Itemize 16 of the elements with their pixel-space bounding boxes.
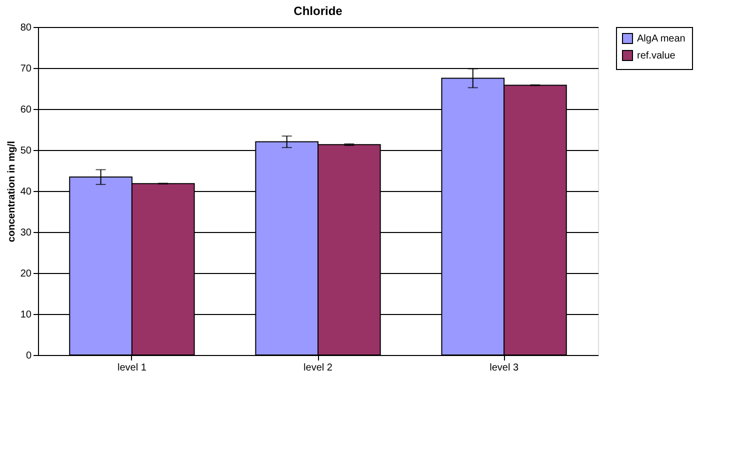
y-tick-label: 50: [20, 146, 32, 156]
y-tick-label: 20: [20, 268, 32, 280]
y-axis-title: concentration in mg/l: [6, 140, 18, 242]
legend-label: AlgA mean: [637, 34, 686, 44]
x-tick-label: level 1: [118, 362, 147, 374]
y-tick-label: 10: [20, 310, 32, 320]
legend-label: ref.value: [637, 50, 676, 62]
y-tick-label: 80: [20, 22, 32, 34]
x-tick-label: level 2: [304, 362, 333, 374]
chart-title: Chloride: [294, 4, 343, 18]
y-tick-label: 0: [26, 350, 32, 362]
x-tick-label: level 3: [490, 362, 519, 374]
y-tick-label: 40: [20, 186, 32, 198]
y-tick-label: 60: [20, 104, 32, 116]
y-tick-label: 30: [20, 228, 32, 238]
y-tick-label: 70: [20, 64, 32, 74]
